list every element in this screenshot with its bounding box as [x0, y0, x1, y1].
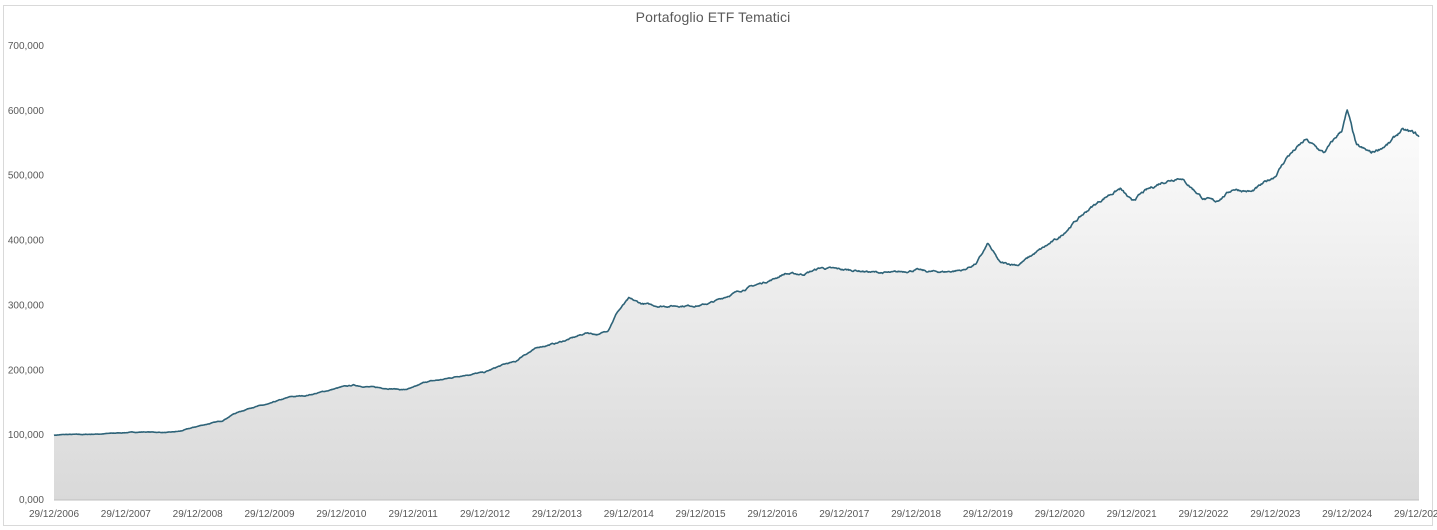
x-tick-label: 29/12/2009 — [244, 509, 294, 520]
y-tick-label: 500,000 — [8, 171, 45, 182]
x-tick-label: 29/12/2017 — [819, 509, 869, 520]
y-tick-label: 600,000 — [8, 106, 45, 117]
x-tick-label: 29/12/2008 — [173, 509, 223, 520]
chart-title: Portafoglio ETF Tematici — [635, 9, 791, 25]
x-tick-label: 29/12/2020 — [1035, 509, 1085, 520]
x-tick-label: 29/12/2024 — [1322, 509, 1372, 520]
x-tick-label: 29/12/2023 — [1250, 509, 1300, 520]
x-tick-label: 29/12/2013 — [532, 509, 582, 520]
x-tick-label: 29/12/2015 — [676, 509, 726, 520]
x-tick-label: 29/12/2006 — [29, 509, 79, 520]
y-tick-label: 400,000 — [8, 236, 45, 247]
x-tick-label: 29/12/2025 — [1394, 509, 1437, 520]
y-tick-label: 100,000 — [8, 430, 45, 441]
area-fill — [54, 110, 1419, 500]
y-tick-label: 700,000 — [8, 41, 45, 52]
x-tick-label: 29/12/2018 — [891, 509, 941, 520]
x-tick-label: 29/12/2022 — [1178, 509, 1228, 520]
y-tick-label: 300,000 — [8, 300, 45, 311]
x-tick-label: 29/12/2011 — [389, 509, 439, 520]
x-tick-label: 29/12/2010 — [316, 509, 366, 520]
x-tick-label: 29/12/2021 — [1107, 509, 1157, 520]
x-tick-label: 29/12/2016 — [747, 509, 797, 520]
x-tick-label: 29/12/2019 — [963, 509, 1013, 520]
x-tick-label: 29/12/2014 — [604, 509, 654, 520]
y-tick-label: 200,000 — [8, 365, 45, 376]
x-tick-label: 29/12/2007 — [101, 509, 151, 520]
series-line — [53, 109, 1420, 437]
x-tick-label: 29/12/2012 — [460, 509, 510, 520]
y-tick-label: 0,000 — [19, 495, 44, 506]
